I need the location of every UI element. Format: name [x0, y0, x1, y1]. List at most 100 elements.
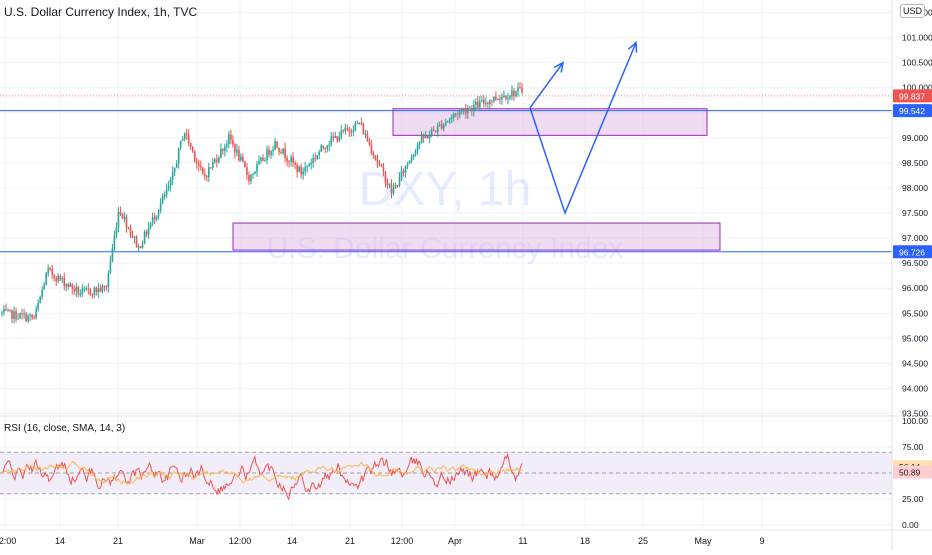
- candle-body: [224, 146, 226, 151]
- candle-body: [464, 109, 467, 114]
- candle-body: [286, 158, 288, 162]
- candle-body: [167, 185, 170, 190]
- time-tick-label: Apr: [448, 536, 462, 546]
- candle-body: [362, 123, 365, 135]
- candle-body: [388, 184, 391, 186]
- candle-body: [47, 267, 49, 274]
- rsi-axis[interactable]: 100.00 75.00 25.00 0.00: [902, 416, 928, 530]
- last-price-tag-bg: [893, 89, 932, 103]
- candle-body: [252, 173, 254, 175]
- candle-body: [151, 217, 154, 224]
- candle-body: [380, 164, 383, 167]
- candle-body: [147, 227, 150, 235]
- chart-title: U.S. Dollar Currency Index, 1h, TVC: [4, 5, 198, 19]
- candle-body: [384, 172, 387, 184]
- candle-body: [298, 166, 300, 172]
- candle-body: [143, 231, 146, 244]
- candle-body: [163, 194, 166, 197]
- candle-body: [67, 284, 70, 287]
- candle-body: [260, 157, 262, 162]
- time-tick-label: 12:00: [229, 536, 252, 546]
- candle-body: [460, 109, 463, 112]
- candle-body: [320, 145, 323, 152]
- candle-body: [250, 174, 252, 182]
- time-tick-label: 21: [113, 536, 123, 546]
- candle-body: [304, 167, 306, 172]
- candle-body: [21, 313, 23, 315]
- candle-body: [105, 286, 108, 288]
- level-tag-lower: 96.726: [899, 247, 925, 257]
- time-tick-label: 14: [287, 536, 297, 546]
- zone-box: [232, 222, 721, 251]
- candle-body: [366, 133, 369, 142]
- price-tick-label: 96.000: [902, 283, 928, 293]
- rsi-pane[interactable]: [0, 451, 892, 501]
- candle-body: [175, 163, 178, 168]
- rsi-tick-label: 0.00: [902, 520, 919, 530]
- candle-body: [195, 160, 198, 164]
- levels-layer: [0, 95, 892, 253]
- candle-body: [302, 171, 304, 175]
- candle-body: [49, 267, 51, 269]
- candle-body: [276, 141, 278, 148]
- time-axis[interactable]: 12:00 14 21 Mar 12:00 14 21 12:00 Apr 11 18 25 May 9: [0, 536, 765, 546]
- level-tag-upper: 99.542: [899, 106, 925, 116]
- candle-body: [322, 145, 325, 149]
- candle-body: [45, 273, 47, 285]
- candle-body: [326, 145, 329, 149]
- candle-body: [390, 184, 393, 194]
- candle-body: [458, 111, 461, 115]
- candle-body: [374, 156, 377, 159]
- candle-body: [428, 134, 431, 139]
- candle-body: [61, 277, 64, 280]
- projection-arrows[interactable]: [529, 41, 638, 216]
- candle-body: [214, 159, 216, 163]
- candle-body: [324, 148, 327, 150]
- candle-body: [513, 90, 515, 97]
- candle-body: [101, 285, 104, 292]
- candle-body: [232, 139, 234, 145]
- candle-body: [356, 123, 359, 125]
- price-tick-label: 95.000: [902, 333, 928, 343]
- candle-body: [95, 287, 98, 292]
- candle-body: [117, 212, 120, 228]
- candle-body: [378, 162, 381, 165]
- currency-button[interactable]: USD: [900, 4, 926, 18]
- arrow-head: [628, 41, 638, 53]
- last-price-tag: 99.837: [899, 91, 925, 101]
- price-tick-label: 100.500: [902, 58, 932, 68]
- rsi-grid: [0, 420, 892, 526]
- projection-path: [529, 62, 564, 109]
- candle-body: [135, 236, 138, 248]
- candle-body: [475, 101, 477, 106]
- candle-body: [274, 141, 276, 150]
- time-tick-label: 12:00: [391, 536, 414, 546]
- candle-body: [396, 185, 399, 187]
- time-tick-label: May: [694, 536, 712, 546]
- candle-body: [203, 173, 206, 177]
- candle-body: [3, 309, 5, 313]
- candle-body: [91, 294, 94, 296]
- candle-body: [59, 275, 62, 280]
- candle-body: [412, 154, 415, 157]
- rsi-sma-line: [1, 460, 522, 485]
- candle-body: [316, 154, 319, 159]
- price-tick-label: 94.500: [902, 358, 928, 368]
- candle-body: [372, 152, 375, 157]
- candle-body: [248, 174, 250, 182]
- candle-body: [290, 157, 292, 162]
- candle-body: [338, 137, 341, 141]
- candle-body: [220, 148, 222, 158]
- candle-body: [340, 130, 343, 138]
- candle-body: [39, 296, 41, 303]
- candle-body: [342, 130, 345, 132]
- candle-body: [57, 275, 60, 282]
- candle-body: [77, 287, 80, 295]
- candle-body: [354, 123, 357, 131]
- candle-body: [119, 212, 122, 215]
- level-tag-upper-bg: [893, 104, 932, 118]
- candle-body: [254, 171, 256, 174]
- candle-body: [73, 288, 76, 292]
